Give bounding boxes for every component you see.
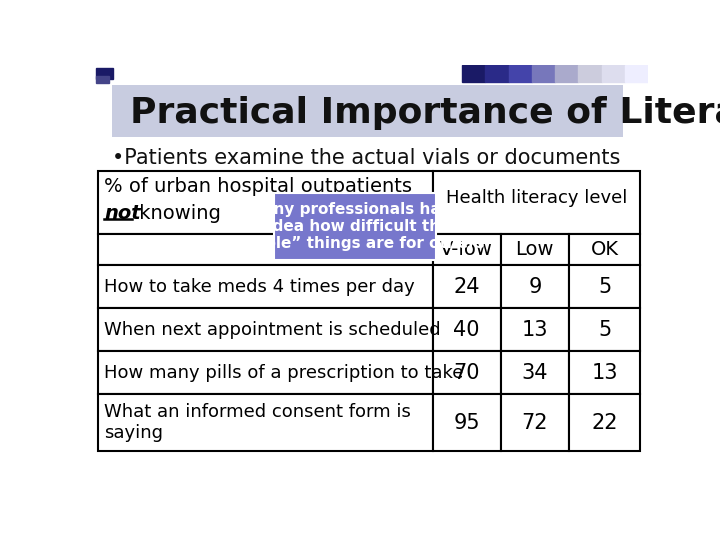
Bar (569, 265, 640, 308)
FancyBboxPatch shape (112, 85, 624, 137)
Text: 24: 24 (454, 276, 480, 296)
Text: What an informed consent form is
saying: What an informed consent form is saying (104, 403, 411, 442)
Text: 5: 5 (598, 320, 611, 340)
Bar (433, 265, 500, 308)
Text: Health literacy level: Health literacy level (446, 189, 627, 207)
Bar (500, 351, 569, 394)
Bar (532, 65, 555, 82)
Text: Practical Importance of Literacy: Practical Importance of Literacy (130, 96, 720, 130)
Text: How to take meds 4 times per day: How to take meds 4 times per day (104, 278, 415, 295)
Bar (578, 65, 601, 82)
Bar (625, 65, 648, 82)
Text: 34: 34 (521, 363, 548, 383)
Text: When next appointment is scheduled: When next appointment is scheduled (104, 321, 441, 339)
Text: 22: 22 (591, 413, 618, 433)
Text: 9: 9 (528, 276, 541, 296)
Text: 5: 5 (598, 276, 611, 296)
Bar (98, 394, 433, 451)
Bar (433, 308, 500, 351)
Bar (433, 351, 500, 394)
Bar (500, 394, 569, 451)
Bar (485, 65, 508, 82)
Bar (569, 394, 640, 451)
Text: % of urban hospital outpatients: % of urban hospital outpatients (104, 177, 412, 196)
Bar (98, 351, 433, 394)
Text: 70: 70 (454, 363, 480, 383)
Text: How many pills of a prescription to take: How many pills of a prescription to take (104, 364, 464, 382)
Text: •Patients examine the actual vials or documents: •Patients examine the actual vials or do… (112, 148, 620, 168)
Bar (500, 308, 569, 351)
Bar (96, 68, 113, 79)
Bar (98, 308, 433, 351)
Bar (98, 171, 433, 234)
Text: Many professionals have
no idea how difficult these
“simple” things are for othe: Many professionals have no idea how diff… (225, 201, 485, 252)
Bar (500, 265, 569, 308)
Bar (555, 65, 578, 82)
Text: 13: 13 (591, 363, 618, 383)
Bar (601, 65, 625, 82)
Text: 13: 13 (521, 320, 548, 340)
Text: 40: 40 (454, 320, 480, 340)
Bar (462, 65, 485, 82)
Bar (98, 265, 433, 308)
Text: V-low: V-low (440, 240, 493, 259)
Bar (569, 351, 640, 394)
Text: OK: OK (590, 240, 618, 259)
Bar (96, 76, 109, 83)
Text: 72: 72 (521, 413, 548, 433)
Bar (508, 65, 532, 82)
Bar (569, 234, 640, 265)
Text: Low: Low (516, 240, 554, 259)
Bar (433, 171, 640, 234)
Bar (433, 394, 500, 451)
Bar (500, 234, 569, 265)
Bar (433, 234, 500, 265)
Text: 95: 95 (454, 413, 480, 433)
Text: knowing: knowing (133, 204, 221, 223)
Bar (98, 234, 433, 265)
Bar (569, 308, 640, 351)
Bar (274, 193, 436, 260)
Text: not: not (104, 204, 140, 223)
